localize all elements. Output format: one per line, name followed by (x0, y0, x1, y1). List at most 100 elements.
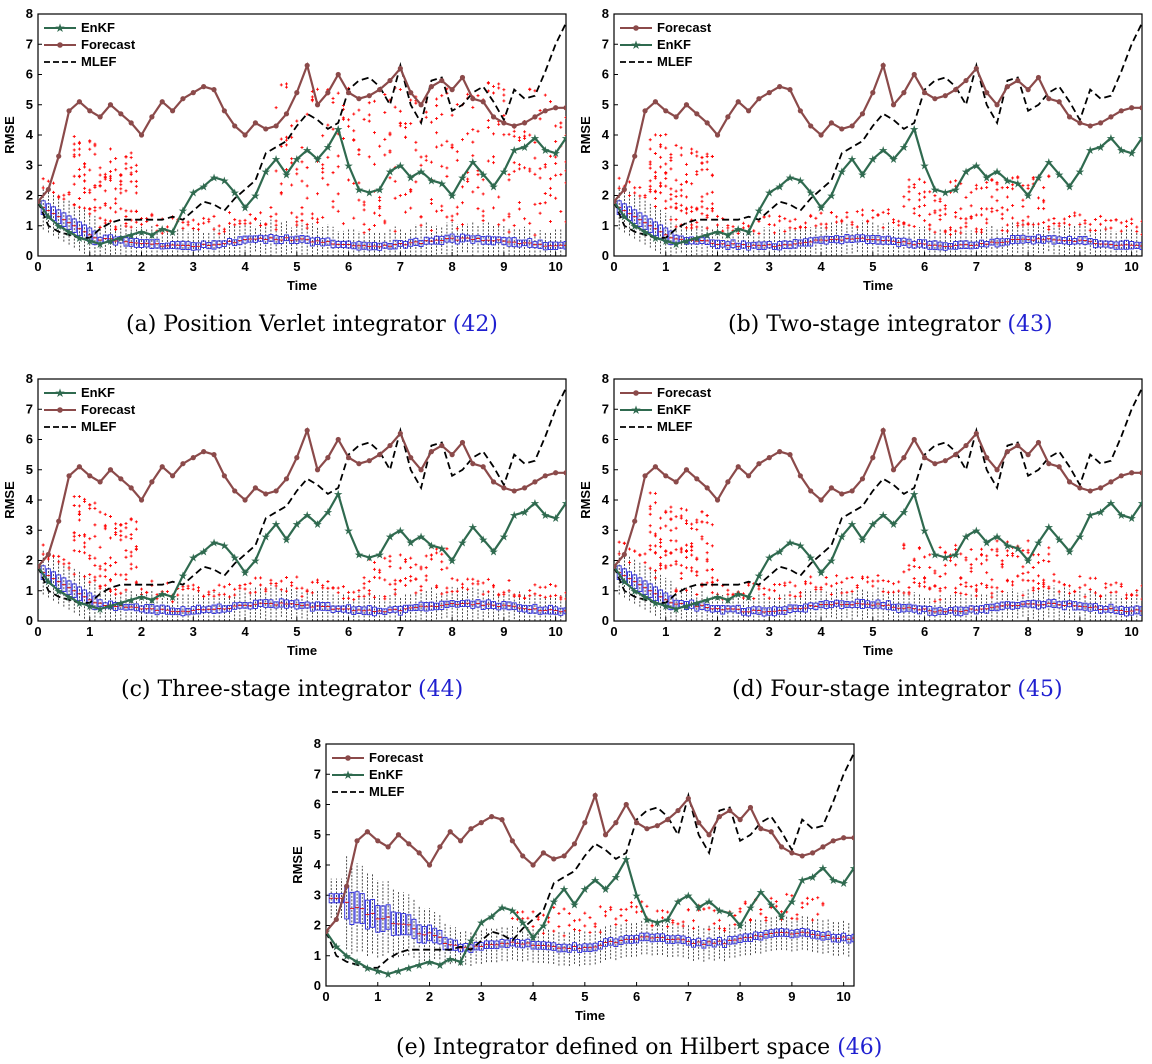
outlier-point (964, 217, 968, 221)
caption-b-ref[interactable]: (43) (1007, 312, 1053, 337)
outlier-point (424, 110, 428, 114)
outlier-point (653, 170, 657, 174)
outlier-point (1052, 579, 1056, 583)
caption-e-ref[interactable]: (46) (837, 1035, 883, 1060)
forecast-point (683, 102, 690, 108)
forecast-point (418, 102, 424, 108)
forecast-point (1066, 479, 1073, 485)
outlier-point (669, 218, 673, 222)
outlier-point (1036, 222, 1040, 226)
outlier-point (705, 542, 709, 546)
forecast-point (364, 829, 371, 835)
enkf-point: ★ (733, 223, 743, 236)
outlier-point (492, 161, 496, 165)
forecast-point (1015, 77, 1021, 84)
outlier-point (783, 584, 787, 588)
outlier-point (1026, 183, 1030, 187)
outlier-point (398, 194, 402, 198)
outlier-point (866, 580, 870, 584)
outlier-point (705, 167, 709, 171)
enkf-point: ★ (1002, 174, 1012, 187)
x-tick-label: 2 (138, 624, 145, 639)
y-tick-label: 1 (602, 583, 609, 598)
outlier-point (336, 209, 340, 213)
outlier-point (943, 212, 947, 216)
caption-d-ref[interactable]: (45) (1017, 677, 1063, 702)
forecast-point (808, 488, 814, 494)
enkf-point: ★ (806, 186, 816, 199)
enkf-point: ★ (847, 153, 857, 166)
outlier-point (160, 231, 164, 235)
outlier-point (1073, 590, 1077, 594)
outlier-point (248, 591, 252, 595)
forecast-point (211, 87, 217, 93)
series-forecast-line (614, 426, 1142, 568)
outlier-point (77, 534, 81, 538)
outlier-point (284, 135, 288, 139)
outlier-point (1005, 223, 1009, 227)
forecast-point (387, 77, 393, 84)
outlier-point (83, 500, 87, 504)
outlier-point (679, 188, 683, 192)
enkf-point: ★ (795, 539, 805, 552)
forecast-point (921, 90, 928, 96)
outlier-point (341, 597, 345, 601)
outlier-point (710, 174, 714, 178)
caption-c-ref[interactable]: (44) (418, 677, 464, 702)
enkf-point: ★ (909, 123, 919, 136)
outlier-point (404, 577, 408, 581)
outlier-point (305, 226, 309, 230)
outlier-point (481, 219, 485, 223)
outlier-point (507, 589, 511, 593)
outlier-point (705, 226, 709, 230)
outlier-point (795, 913, 799, 917)
outlier-point (512, 169, 516, 173)
enkf-point: ★ (54, 220, 64, 233)
outlier-point (845, 590, 849, 594)
y-axis-label: RMSE (2, 116, 17, 154)
forecast-point (408, 90, 414, 96)
outlier-point (83, 533, 87, 537)
ensemble-boxplots (40, 185, 566, 256)
caption-a-ref[interactable]: (42) (452, 312, 498, 337)
outlier-point (1088, 228, 1092, 232)
outlier-point (114, 588, 118, 592)
outlier-point (129, 225, 133, 229)
forecast-point (490, 479, 497, 485)
outlier-point (659, 184, 663, 188)
outlier-point (1047, 218, 1051, 222)
outlier-point (476, 207, 480, 211)
forecast-point (870, 455, 876, 461)
outlier-point (393, 578, 397, 582)
outlier-point (134, 179, 138, 183)
outlier-point (419, 584, 423, 588)
outlier-point (533, 592, 537, 596)
outlier-point (393, 588, 397, 592)
x-tick-label: 2 (714, 259, 721, 274)
outlier-point (855, 210, 859, 214)
outlier-point (648, 166, 652, 170)
outlier-point (310, 216, 314, 220)
outlier-point (633, 191, 637, 195)
forecast-point (859, 476, 866, 482)
forecast-point (953, 452, 959, 458)
forecast-point (457, 838, 464, 844)
outlier-point (692, 926, 696, 930)
forecast-point (201, 449, 207, 455)
enkf-point: ★ (137, 226, 147, 239)
outlier-point (690, 553, 694, 557)
outlier-point (140, 592, 144, 596)
enkf-point: ★ (746, 901, 756, 914)
outlier-point (1114, 581, 1118, 585)
enkf-point: ★ (920, 159, 930, 172)
outlier-point (124, 526, 128, 530)
outlier-point (653, 576, 657, 580)
y-tick-label: 7 (26, 401, 33, 416)
outlier-point (695, 556, 699, 560)
x-tick-label: 9 (788, 989, 795, 1004)
outlier-point (536, 917, 540, 921)
legend-label: Forecast (81, 37, 136, 52)
series-enkf-markers: ★★ ★ ★ ★ ★ ★ ★ ★ ★ ★ ★ ★★★ ★★ ★★★★★★★★★★★★★★ ★ ★★ ★★ ★★ ★★… (326, 853, 854, 981)
outlier-point (103, 203, 107, 207)
outlier-point (1057, 590, 1061, 594)
